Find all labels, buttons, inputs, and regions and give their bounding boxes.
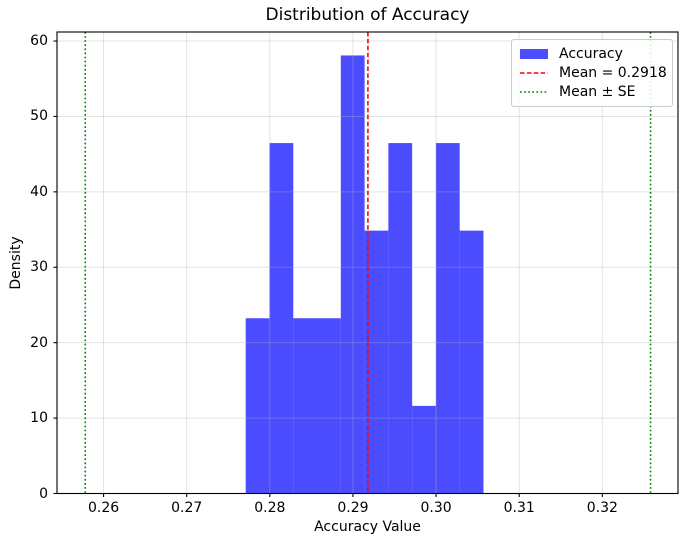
y-tick-label: 30 [30,259,48,276]
x-tick-label: 0.32 [586,500,618,516]
x-tick-label: 0.31 [503,500,535,516]
legend: Accuracy Mean = 0.2918 Mean ± SE [511,39,673,107]
chart-title: Distribution of Accuracy [265,5,470,25]
y-tick-label: 0 [39,485,48,502]
y-tick-label: 50 [30,108,48,125]
histogram-bar [269,143,294,494]
histogram-bar [435,143,460,494]
histogram-bar [293,318,318,494]
legend-label-accuracy: Accuracy [559,46,623,63]
x-tick-label: 0.29 [337,500,369,516]
x-tick-label: 0.26 [87,500,120,516]
histogram-bar [245,318,270,494]
plot-border [56,31,679,495]
histogram-bar [412,405,436,494]
legend-mean-dashed-line-icon [520,72,548,74]
x-tick-label: 0.27 [171,500,203,516]
legend-entry-mean: Mean = 0.2918 [520,64,667,83]
histogram-bar [459,230,484,494]
legend-entry-accuracy: Accuracy [520,45,664,64]
legend-label-se: Mean ± SE [559,83,636,100]
legend-entry-se: Mean ± SE [520,82,664,101]
x-tick-label: 0.28 [254,500,286,516]
histogram-bar [340,55,365,494]
y-tick-label: 40 [30,183,48,200]
histogram-bar [388,143,413,494]
legend-se-dotted-line-icon [520,90,548,93]
y-tick-label: 60 [30,33,48,50]
histogram-bar [317,318,341,494]
legend-accuracy-swatch [520,49,548,60]
legend-label-mean: Mean = 0.2918 [559,65,667,81]
x-tick-label: 0.30 [420,500,452,516]
y-tick-label: 10 [30,410,48,427]
x-axis-label: Accuracy Value [314,519,421,535]
histogram-bar [364,230,389,494]
y-tick-label: 20 [30,334,48,351]
